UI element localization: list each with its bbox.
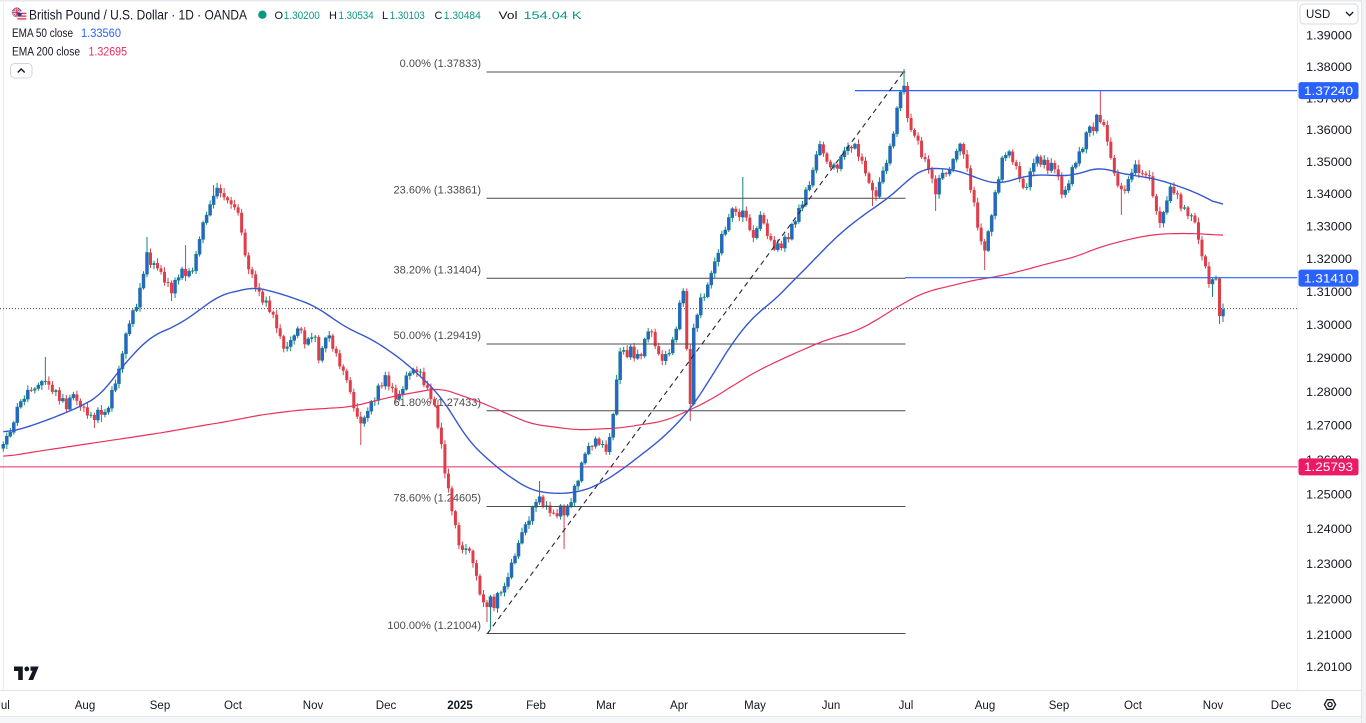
svg-text:Nov: Nov <box>1203 700 1224 712</box>
svg-text:USD: USD <box>1306 9 1330 21</box>
svg-text:1.30534: 1.30534 <box>339 10 374 22</box>
svg-text:EMA 50 close: EMA 50 close <box>12 28 73 40</box>
svg-text:38.20% (1.31404): 38.20% (1.31404) <box>394 264 481 276</box>
svg-text:1.28000: 1.28000 <box>1306 385 1352 399</box>
svg-text:1.38000: 1.38000 <box>1306 60 1352 74</box>
svg-text:Vol: Vol <box>499 10 518 22</box>
svg-text:Nov: Nov <box>303 700 324 712</box>
svg-text:154.04 K: 154.04 K <box>524 10 583 22</box>
svg-text:1.32695: 1.32695 <box>89 47 128 59</box>
svg-text:Dec: Dec <box>1271 700 1292 712</box>
svg-text:1.37240: 1.37240 <box>1304 84 1353 98</box>
svg-text:23.60% (1.33861): 23.60% (1.33861) <box>394 184 481 196</box>
svg-text:Jun: Jun <box>822 700 841 712</box>
svg-text:Sep: Sep <box>150 700 170 712</box>
svg-text:1.27000: 1.27000 <box>1306 419 1352 433</box>
svg-text:50.00% (1.29419): 50.00% (1.29419) <box>394 330 481 342</box>
svg-text:1.30484: 1.30484 <box>444 10 481 22</box>
svg-text:British Pound / U.S. Dollar ·: British Pound / U.S. Dollar · 1D · OANDA <box>29 7 248 23</box>
svg-text:C: C <box>435 10 443 22</box>
svg-text:Oct: Oct <box>1124 700 1143 712</box>
svg-text:1.31000: 1.31000 <box>1306 285 1352 299</box>
svg-text:1.32000: 1.32000 <box>1306 252 1352 266</box>
svg-text:1.20100: 1.20100 <box>1306 660 1352 674</box>
svg-text:1.25793: 1.25793 <box>1304 460 1353 474</box>
svg-text:1.31410: 1.31410 <box>1304 271 1353 285</box>
svg-text:1.35000: 1.35000 <box>1306 155 1352 169</box>
svg-text:61.80% (1.27433): 61.80% (1.27433) <box>394 397 481 409</box>
svg-text:Aug: Aug <box>975 700 995 712</box>
svg-text:1.23000: 1.23000 <box>1306 557 1352 571</box>
svg-text:1.36000: 1.36000 <box>1306 123 1352 137</box>
svg-text:EMA 200 close: EMA 200 close <box>12 47 80 59</box>
svg-text:1.24000: 1.24000 <box>1306 522 1352 536</box>
svg-text:Jul: Jul <box>0 700 10 712</box>
svg-text:Sep: Sep <box>1049 700 1069 712</box>
svg-text:0.00% (1.37833): 0.00% (1.37833) <box>400 58 481 70</box>
svg-text:Jul: Jul <box>899 700 914 712</box>
svg-text:1.29000: 1.29000 <box>1306 351 1352 365</box>
svg-text:1.39000: 1.39000 <box>1306 29 1352 43</box>
svg-text:O: O <box>275 10 284 22</box>
svg-text:Oct: Oct <box>224 700 243 712</box>
svg-text:1.25000: 1.25000 <box>1306 487 1352 501</box>
svg-text:Aug: Aug <box>75 700 95 712</box>
svg-text:100.00% (1.21004): 100.00% (1.21004) <box>387 620 481 632</box>
svg-text:Feb: Feb <box>526 700 546 712</box>
svg-text:1.22000: 1.22000 <box>1306 592 1352 606</box>
svg-text:Mar: Mar <box>596 700 616 712</box>
svg-text:1.30000: 1.30000 <box>1306 318 1352 332</box>
svg-text:1.33560: 1.33560 <box>81 28 121 40</box>
svg-text:78.60% (1.24605): 78.60% (1.24605) <box>394 493 481 505</box>
svg-text:1.30103: 1.30103 <box>390 10 425 22</box>
svg-text:1.34000: 1.34000 <box>1306 187 1352 201</box>
svg-text:May: May <box>744 700 766 712</box>
svg-text:Dec: Dec <box>376 700 397 712</box>
svg-text:1.30200: 1.30200 <box>284 10 320 22</box>
svg-text:L: L <box>382 10 388 22</box>
svg-text:H: H <box>329 10 337 22</box>
svg-text:1.21000: 1.21000 <box>1306 628 1352 642</box>
svg-text:Apr: Apr <box>670 700 688 712</box>
svg-text:2025: 2025 <box>447 700 473 712</box>
svg-text:1.33000: 1.33000 <box>1306 219 1352 233</box>
